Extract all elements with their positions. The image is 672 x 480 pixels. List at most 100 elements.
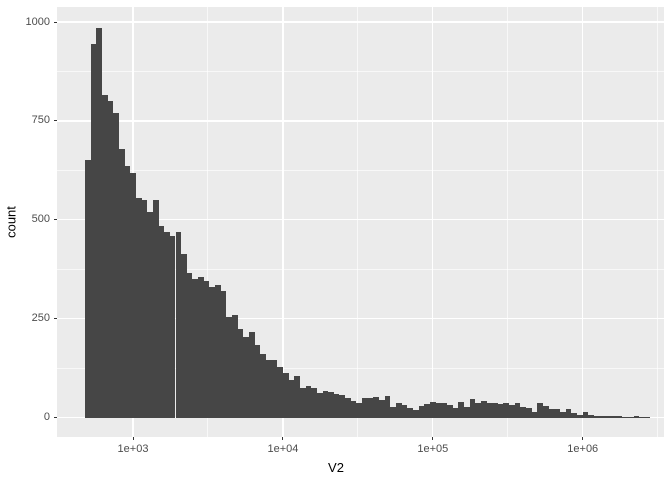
histogram-bar xyxy=(560,412,566,418)
histogram-bar xyxy=(441,402,447,418)
x-minor-gridline xyxy=(357,7,359,437)
histogram-bar xyxy=(226,316,233,418)
histogram-bar xyxy=(254,344,261,418)
histogram-bar xyxy=(531,411,538,418)
y-minor-gridline xyxy=(57,268,664,270)
y-minor-gridline xyxy=(57,367,664,369)
histogram-bar xyxy=(418,405,425,418)
x-major-gridline xyxy=(582,7,584,437)
y-minor-gridline xyxy=(57,70,664,72)
histogram-bar xyxy=(118,148,125,418)
x-tick-mark xyxy=(132,437,134,440)
histogram-bar xyxy=(85,160,91,418)
histogram-bar xyxy=(333,393,340,418)
x-minor-gridline xyxy=(207,7,209,437)
y-axis-title: count xyxy=(3,206,19,238)
histogram-bar xyxy=(345,398,351,418)
histogram-bar xyxy=(497,404,504,418)
histogram-bar xyxy=(328,391,334,418)
histogram-bar xyxy=(113,113,119,418)
histogram-bar xyxy=(294,376,300,418)
histogram-bar xyxy=(379,399,385,418)
y-major-gridline xyxy=(57,120,664,122)
histogram-bar xyxy=(316,392,323,418)
histogram-bar xyxy=(124,166,131,418)
y-tick-mark xyxy=(54,120,57,122)
histogram-bar xyxy=(299,388,306,418)
histogram-bar xyxy=(130,173,136,418)
y-tick-mark xyxy=(54,219,57,221)
histogram-bar xyxy=(469,399,476,418)
histogram-bar xyxy=(463,406,470,418)
histogram-bar xyxy=(452,407,459,418)
histogram-bar xyxy=(220,291,227,418)
histogram-bar xyxy=(571,413,577,418)
histogram-bar xyxy=(192,279,199,418)
histogram-bar xyxy=(147,211,153,418)
histogram-bar xyxy=(458,401,464,418)
y-tick-mark xyxy=(54,417,57,419)
histogram-bar xyxy=(446,404,453,418)
histogram-bar xyxy=(152,200,159,418)
histogram-bar xyxy=(593,416,600,418)
histogram-bar xyxy=(475,403,481,418)
histogram-bar xyxy=(237,329,244,418)
histogram-bar xyxy=(158,225,165,418)
histogram-bar xyxy=(367,398,374,418)
histogram-bar xyxy=(209,287,216,418)
x-minor-gridline xyxy=(657,7,659,437)
histogram-bar xyxy=(90,43,97,418)
histogram-bar xyxy=(429,401,436,418)
histogram-bar xyxy=(480,401,487,418)
histogram-bar xyxy=(396,402,402,418)
y-major-gridline xyxy=(57,318,664,320)
histogram-bar xyxy=(548,409,555,418)
histogram-bar xyxy=(565,409,572,418)
histogram-bar xyxy=(413,410,419,418)
histogram-bar xyxy=(288,380,295,418)
x-major-gridline xyxy=(432,7,434,437)
histogram-bar xyxy=(362,398,368,418)
histogram-bar xyxy=(181,253,187,418)
y-major-gridline xyxy=(57,21,664,23)
histogram-bar xyxy=(305,385,312,418)
histogram-bar xyxy=(384,395,391,418)
histogram-bar xyxy=(169,235,176,418)
histogram-bar xyxy=(198,276,204,418)
histogram-bar xyxy=(260,353,266,418)
histogram-bar xyxy=(537,402,544,418)
histogram-bar xyxy=(576,414,583,418)
histogram-bar xyxy=(107,101,114,418)
histogram-bar xyxy=(526,408,532,418)
y-tick-mark xyxy=(54,21,57,23)
x-tick-mark xyxy=(582,437,584,440)
histogram-bar xyxy=(520,406,527,418)
x-tick-mark xyxy=(282,437,284,440)
histogram-bar xyxy=(486,403,493,418)
y-minor-gridline xyxy=(57,169,664,171)
histogram-bar xyxy=(582,412,589,418)
histogram-bar xyxy=(135,198,142,418)
x-tick-label: 1e+05 xyxy=(417,443,449,455)
y-tick-label: 500 xyxy=(31,213,50,226)
histogram-bar xyxy=(356,402,363,418)
histogram-bar xyxy=(514,403,521,418)
histogram-bar xyxy=(633,416,640,418)
histogram-bar xyxy=(277,367,283,418)
histogram-bar xyxy=(203,280,210,418)
histogram-bar xyxy=(243,337,249,418)
histogram-bar xyxy=(492,402,498,418)
histogram-bar xyxy=(164,231,170,418)
histogram-bar xyxy=(265,359,272,418)
histogram-bar xyxy=(543,405,549,418)
histogram-bar xyxy=(509,404,515,418)
histogram-bar xyxy=(373,397,380,418)
histogram-bar xyxy=(232,314,238,418)
x-major-gridline xyxy=(282,7,284,437)
histogram-bar xyxy=(141,200,148,418)
x-tick-label: 1e+06 xyxy=(567,443,599,455)
histogram-bar xyxy=(339,395,346,418)
histogram-bar xyxy=(407,407,413,418)
histogram-bar xyxy=(322,391,329,418)
